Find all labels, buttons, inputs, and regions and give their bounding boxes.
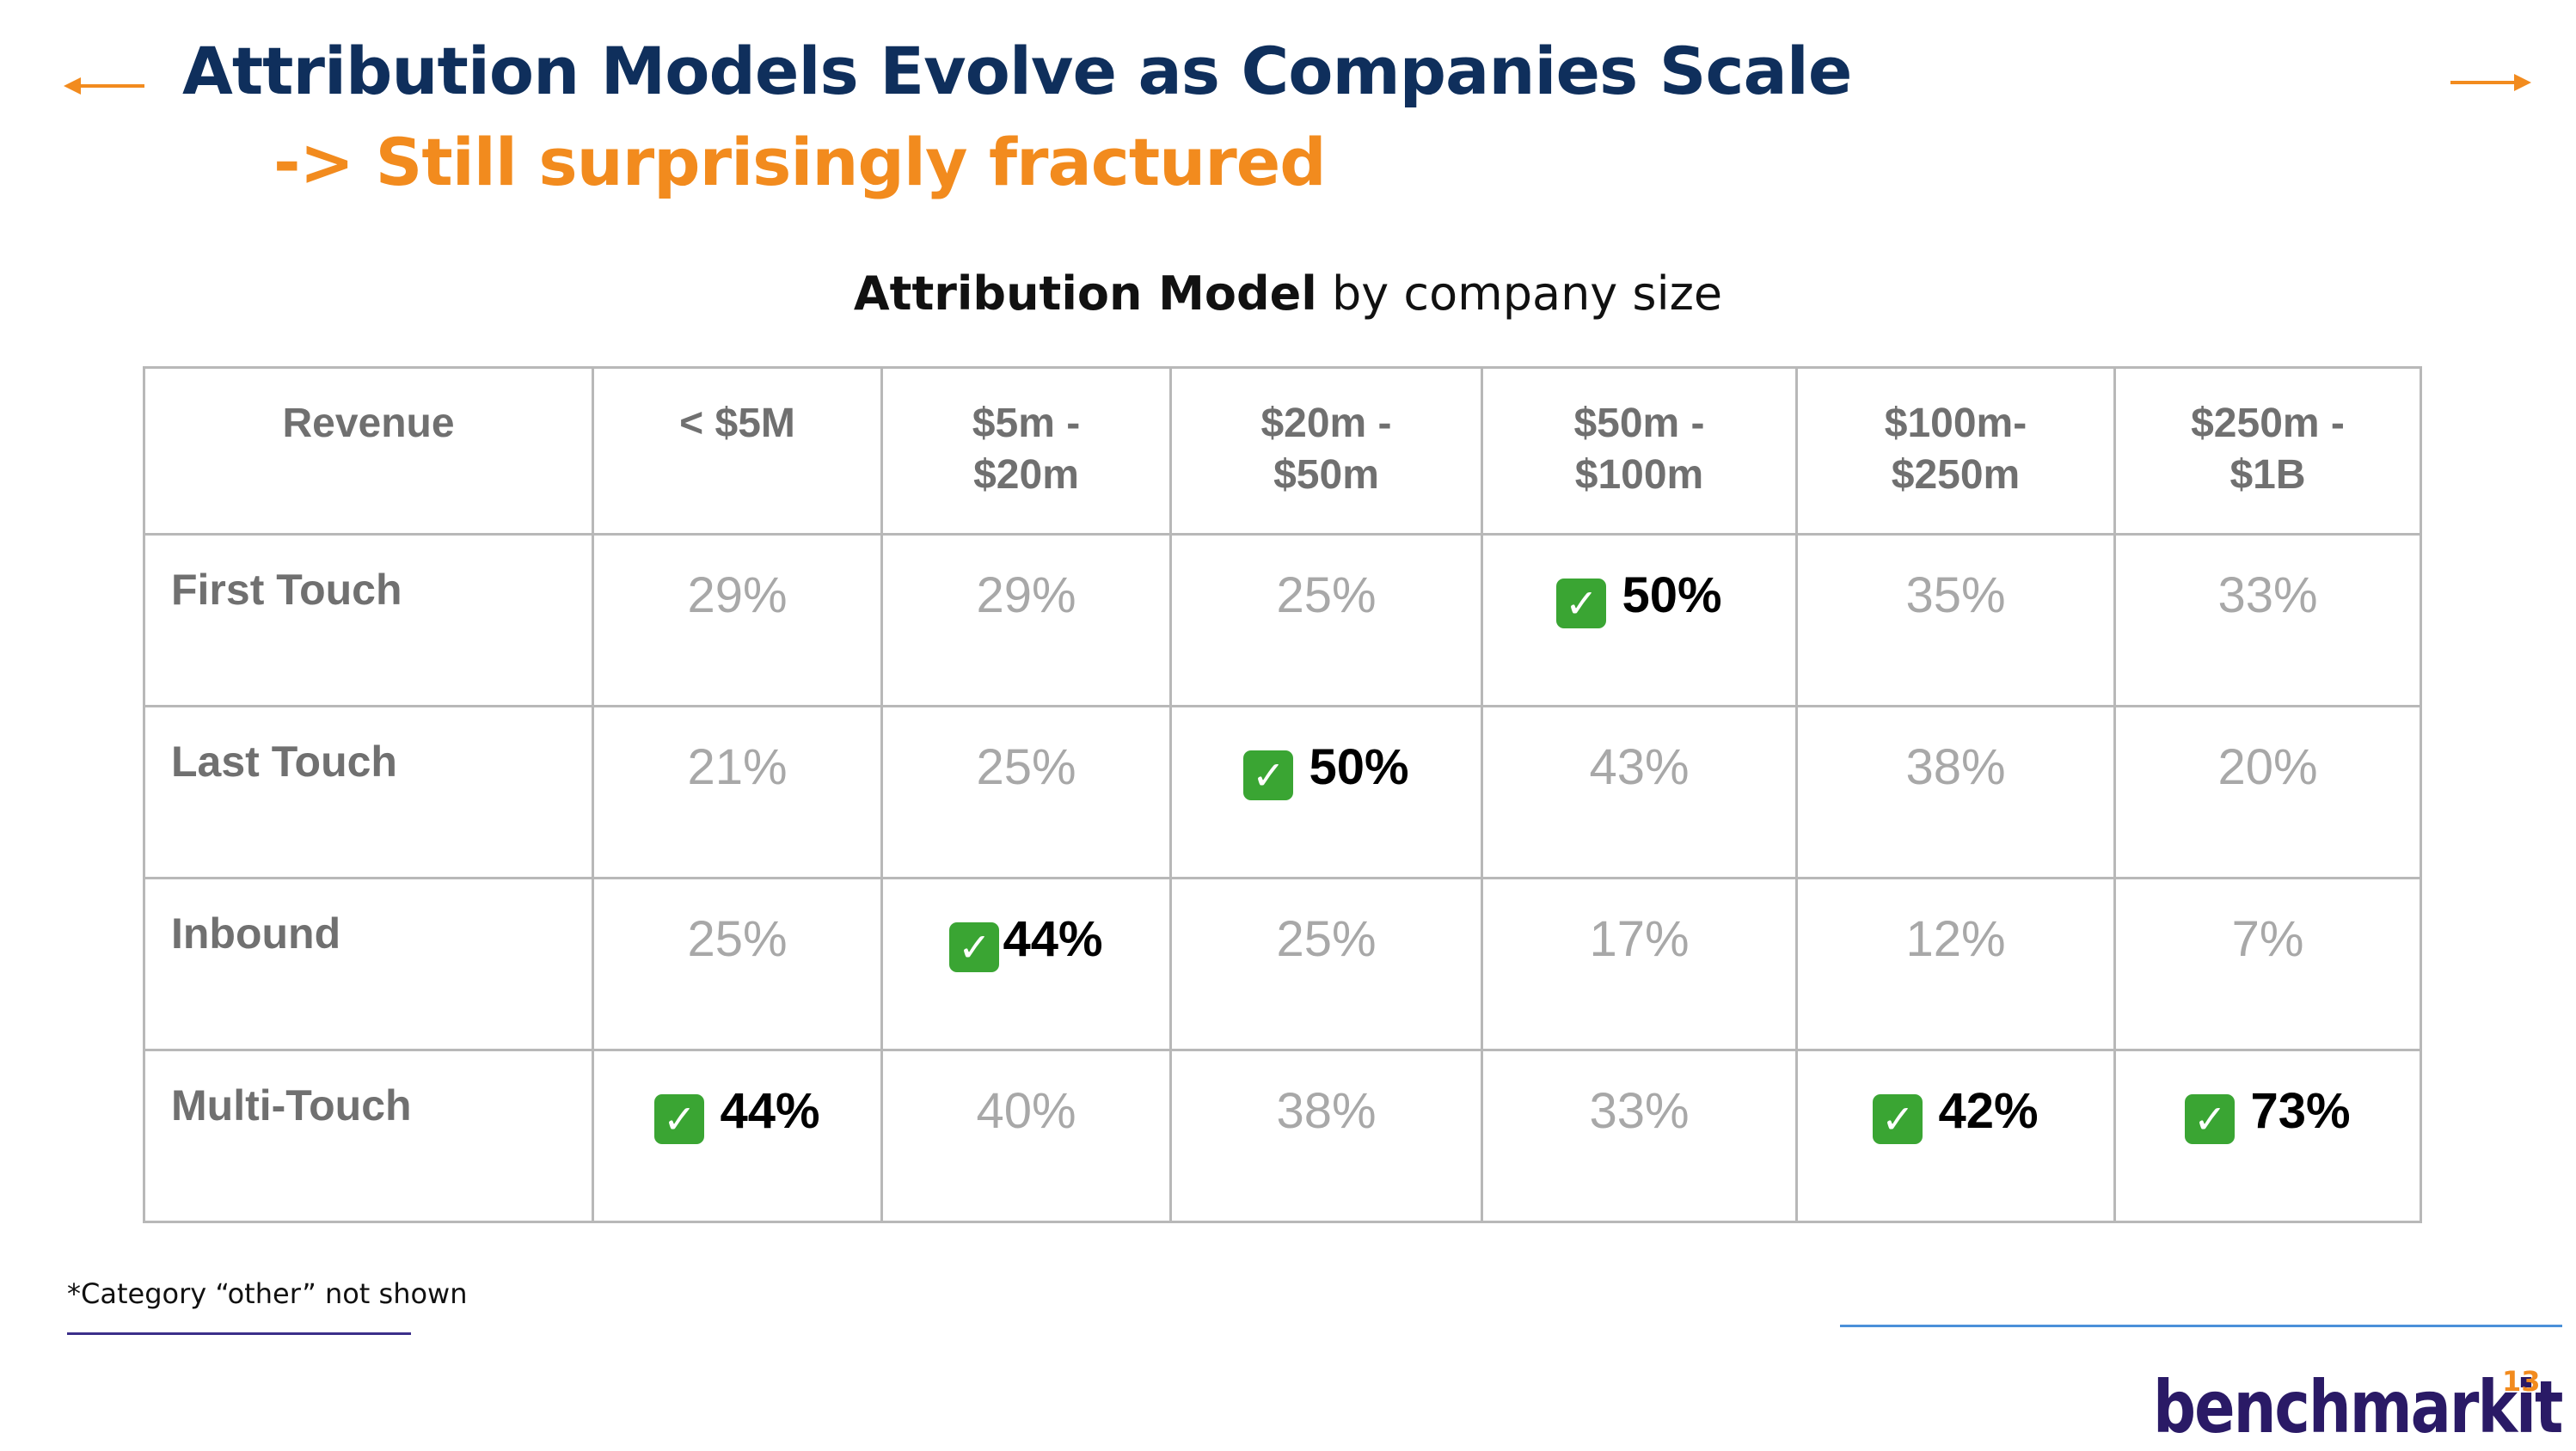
row-label: First Touch <box>143 533 594 707</box>
table-cell: ✓ 42% <box>1795 1049 2116 1223</box>
table-cell: 12% <box>1795 877 2116 1051</box>
cell-value: 25% <box>1276 911 1377 967</box>
check-mark-icon: ✓ <box>1873 1094 1923 1144</box>
cell-value: 35% <box>1905 567 2006 623</box>
cell-value: 29% <box>976 567 1076 623</box>
arrow-right-icon <box>2450 74 2531 91</box>
footnote: *Category “other” not shown <box>67 1277 468 1310</box>
cell-value: 20% <box>2217 739 2318 795</box>
column-header-line: $20m - <box>1260 401 1392 446</box>
table-cell: 25% <box>880 705 1172 879</box>
chart-title: Attribution Model by company size <box>0 266 2576 321</box>
cell-value: 40% <box>976 1083 1076 1139</box>
column-header-line: $100m- <box>1884 401 2027 446</box>
benchmarkit-logo: benchmarkit <box>2153 1365 2563 1450</box>
cell-value: 50% <box>1622 567 1722 623</box>
table-cell: 17% <box>1481 877 1798 1051</box>
cell-value: 42% <box>1938 1083 2039 1139</box>
row-label: Inbound <box>143 877 594 1051</box>
table-cell: ✓ 44% <box>592 1049 883 1223</box>
cell-value: 50% <box>1309 739 1409 795</box>
table-cell: 43% <box>1481 705 1798 879</box>
attribution-table: Revenue < $5M $5m - $20m $20m - $50m $50m - $10… <box>143 366 2422 1223</box>
column-header: $250m - $1B <box>2113 366 2422 536</box>
column-header-line: $50m - <box>1573 401 1705 446</box>
cell-value: 73% <box>2250 1083 2351 1139</box>
table-header-row: Revenue < $5M $5m - $20m $20m - $50m $50m - $10… <box>143 366 2422 536</box>
table-cell: 20% <box>2113 705 2422 879</box>
table-cell: 25% <box>1169 877 1483 1051</box>
chart-title-rest: by company size <box>1331 266 1723 321</box>
footnote-divider <box>67 1332 411 1335</box>
column-header-line: < $5M <box>679 401 795 446</box>
row-label: Multi-Touch <box>143 1049 594 1223</box>
table-cell: ✓ 50% <box>1481 533 1798 707</box>
cell-value: 25% <box>976 739 1076 795</box>
check-mark-icon: ✓ <box>2185 1094 2236 1144</box>
table-row: Multi-Touch ✓ 44% 40% 38% 33% ✓ 42% ✓ 73% <box>143 1049 2422 1223</box>
cell-value: 25% <box>1276 567 1377 623</box>
cell-value: 33% <box>1589 1083 1690 1139</box>
column-header-line: $250m <box>1891 452 2021 498</box>
column-header-line: $20m <box>973 452 1079 498</box>
table-cell: 38% <box>1795 705 2116 879</box>
column-header: $100m- $250m <box>1795 366 2116 536</box>
footer-divider <box>1840 1325 2562 1327</box>
cell-value: 44% <box>1003 911 1103 967</box>
cell-value: 17% <box>1589 911 1690 967</box>
table-cell: 25% <box>1169 533 1483 707</box>
cell-value: 38% <box>1905 739 2006 795</box>
table-cell: 29% <box>880 533 1172 707</box>
table-cell: 33% <box>1481 1049 1798 1223</box>
column-header-line: $5m - <box>972 401 1081 446</box>
column-header-line: $250m - <box>2191 401 2345 446</box>
cell-value: 21% <box>687 739 788 795</box>
column-header: $20m - $50m <box>1169 366 1483 536</box>
table-cell: ✓ 73% <box>2113 1049 2422 1223</box>
cell-value: 25% <box>687 911 788 967</box>
column-header-line: $100m <box>1574 452 1704 498</box>
arrow-left-icon <box>64 77 144 95</box>
cell-value: 7% <box>2231 911 2304 967</box>
table-cell: 7% <box>2113 877 2422 1051</box>
table-cell: 21% <box>592 705 883 879</box>
check-mark-icon: ✓ <box>654 1094 705 1144</box>
page-title: Attribution Models Evolve as Companies S… <box>182 33 1852 109</box>
check-mark-icon: ✓ <box>1243 750 1294 800</box>
cell-value: 38% <box>1276 1083 1377 1139</box>
table-row: Inbound 25% ✓ 44% 25% 17% 12% 7% <box>143 877 2422 1051</box>
table-cell: 33% <box>2113 533 2422 707</box>
table-cell: 40% <box>880 1049 1172 1223</box>
cell-value: 44% <box>720 1083 820 1139</box>
table-row: First Touch 29% 29% 25% ✓ 50% 35% 33% <box>143 533 2422 707</box>
check-mark-icon: ✓ <box>1556 579 1607 628</box>
table-body: First Touch 29% 29% 25% ✓ 50% 35% 33% Last Touch… <box>143 533 2422 1223</box>
column-header: $5m - $20m <box>880 366 1172 536</box>
column-header-line: $50m <box>1273 452 1379 498</box>
table-cell: 38% <box>1169 1049 1483 1223</box>
column-header: $50m - $100m <box>1481 366 1798 536</box>
table-cell: 29% <box>592 533 883 707</box>
row-label: Last Touch <box>143 705 594 879</box>
cell-value: 29% <box>687 567 788 623</box>
check-mark-icon: ✓ <box>949 922 1000 972</box>
table-row: Last Touch 21% 25% ✓ 50% 43% 38% 20% <box>143 705 2422 879</box>
cell-value: 12% <box>1905 911 2006 967</box>
table-cell: ✓ 44% <box>880 877 1172 1051</box>
page-number: 13 <box>2502 1365 2541 1398</box>
header-cell-revenue: Revenue <box>143 366 594 536</box>
table-cell: 35% <box>1795 533 2116 707</box>
table-cell: 25% <box>592 877 883 1051</box>
cell-value: 43% <box>1589 739 1690 795</box>
column-header: < $5M <box>592 366 883 536</box>
table-cell: ✓ 50% <box>1169 705 1483 879</box>
cell-value: 33% <box>2217 567 2318 623</box>
page-subtitle: -> Still surprisingly fractured <box>273 124 1327 200</box>
column-header-line: $1B <box>2229 452 2306 498</box>
chart-title-bold: Attribution Model <box>853 266 1317 321</box>
